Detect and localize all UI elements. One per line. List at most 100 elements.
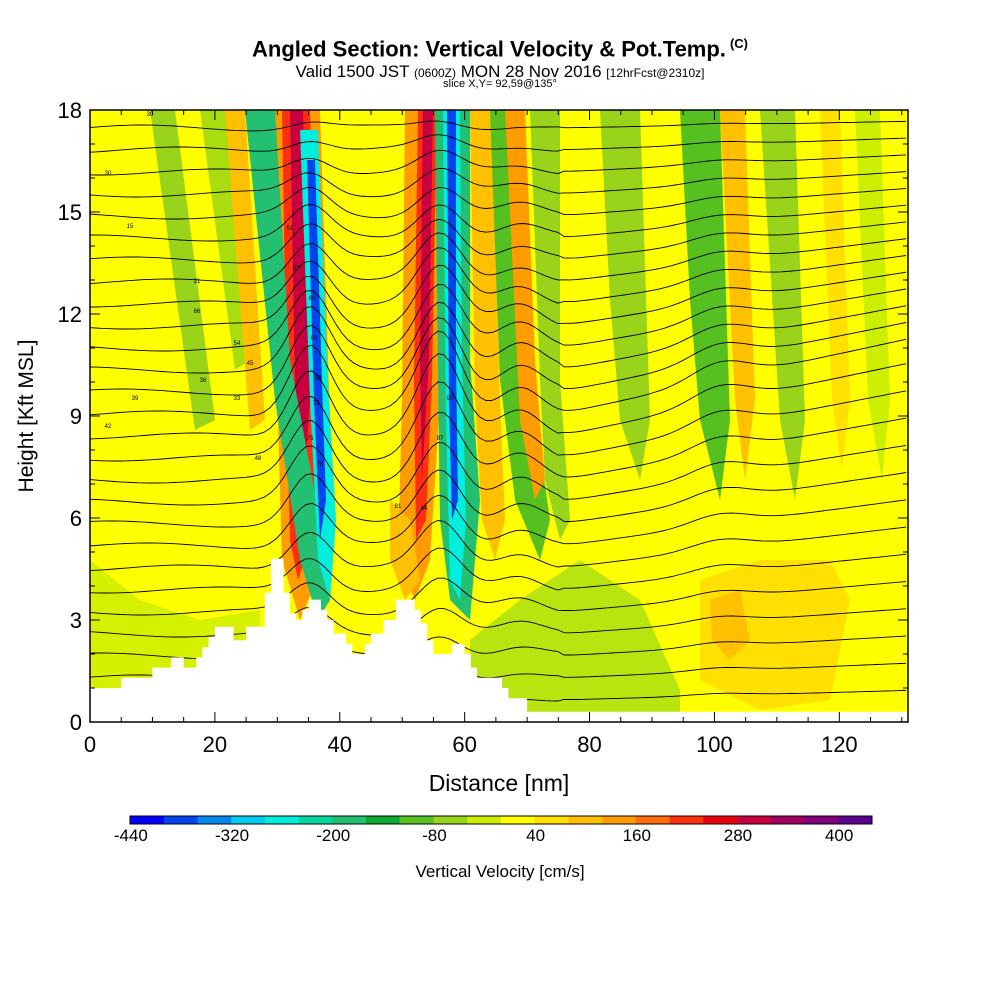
theta-label: 90: [447, 396, 454, 402]
slice-label: slice X,Y= 92,59@135°: [443, 78, 557, 90]
theta-contour: [90, 81, 906, 87]
x-tick-label: 100: [696, 732, 733, 757]
theta-label: 33: [234, 396, 241, 402]
colorbar-swatch: [197, 816, 232, 824]
velocity-field: [90, 110, 908, 722]
colorbar-tick-label: -200: [316, 826, 351, 845]
theta-contour: [90, 301, 907, 374]
colorbar-swatch: [669, 816, 704, 824]
theta-label: 84: [421, 506, 428, 512]
green-band-r3: [760, 110, 805, 500]
colorbar-tick-label: 400: [824, 826, 854, 845]
theta-contour: [90, 102, 906, 109]
orange-band-r4: [820, 110, 850, 470]
y-tick-label: 9: [70, 404, 82, 429]
theta-contour: [90, 412, 907, 484]
y-tick-label: 3: [70, 608, 82, 633]
colorbar-swatch: [635, 816, 671, 824]
theta-contour: [90, 442, 907, 506]
theta-contour: [90, 547, 907, 594]
colorbar-swatch: [838, 816, 873, 824]
theta-label: 30: [147, 112, 154, 118]
colorbar-swatch: [130, 816, 165, 824]
theta-label: 75: [307, 436, 314, 442]
green-band-r2: [680, 110, 730, 500]
valid-date: MON 28 Nov 2016: [460, 62, 602, 81]
y-axis-label: Height [Kft MSL]: [15, 340, 38, 493]
theta-label: 63: [311, 336, 318, 342]
theta-contour: [90, 381, 907, 462]
theta-label: 48: [255, 456, 262, 462]
colorbar-swatch: [568, 816, 603, 824]
colorbar-tick-label: -80: [422, 826, 447, 845]
colorbar-swatch: [264, 816, 300, 824]
chart-subtitle: Valid 1500 JST (0600Z) MON 28 Nov 2016 […: [0, 62, 1000, 82]
theta-contour: [90, 203, 907, 242]
field-upper-left-orange: [225, 110, 265, 430]
x-tick-label: 20: [203, 732, 227, 757]
colorbar-swatch: [332, 816, 367, 824]
colorbar-swatch: [804, 816, 839, 824]
y-tick-label: 6: [70, 506, 82, 531]
theta-contour: [90, 317, 907, 396]
theta-label: 30: [105, 171, 112, 177]
theta-label: 69: [315, 376, 322, 382]
x-tick-label: 0: [84, 732, 96, 757]
updraft-band-3: [470, 110, 505, 560]
orange-lowlevel-left: [390, 500, 420, 600]
theta-label: 54: [234, 341, 241, 347]
colorbar-tick-label: 160: [622, 826, 651, 845]
colorbar-swatch: [366, 816, 401, 824]
field-right-lowlevel-green: [470, 560, 680, 722]
theta-contour-labels: 30 30 15 21 66 54 45 36 33 39 42 48 51 57 60 63 69 72 75 78…: [105, 112, 454, 512]
orange-lowlevel-right-core: [710, 590, 750, 660]
theta-label: 60: [309, 296, 316, 302]
theta-label: 15: [127, 224, 134, 230]
theta-label: 81: [395, 504, 402, 510]
colorbar-swatch: [703, 816, 738, 824]
colorbar-swatch: [467, 816, 502, 824]
colorbar-swatch: [501, 816, 536, 824]
colorbar-frame: [129, 815, 873, 825]
theta-contour: [90, 469, 907, 528]
x-tick-label: 120: [821, 732, 858, 757]
colorbar-swatch: [298, 816, 333, 824]
theta-label: 39: [132, 396, 139, 402]
theta-contour: [90, 134, 907, 153]
x-axis-label: Distance [nm]: [429, 770, 570, 796]
downdraft-band-1-outer: [245, 110, 330, 620]
x-tick-label: 80: [577, 732, 601, 757]
x-tick-label: 60: [452, 732, 476, 757]
theta-label: 45: [247, 361, 254, 367]
theta-label: 72: [313, 401, 320, 407]
colorbar-label: Vertical Velocity [cm/s]: [415, 862, 585, 881]
theta-contour: [90, 353, 907, 440]
colorbar-swatch: [399, 816, 434, 824]
theta-contour: [90, 264, 907, 330]
colorbar-tick-label: 280: [723, 826, 753, 845]
theta-label: 78: [317, 462, 324, 468]
theta-contour: [90, 168, 907, 198]
y-tick-label: 18: [58, 98, 82, 123]
forecast-label: [12hrFcst@2310z]: [606, 66, 705, 80]
chart-title: Angled Section: Vertical Velocity & Pot.…: [0, 36, 1000, 62]
colorbar-tick-label: -320: [215, 826, 250, 845]
y-tick-label: 12: [58, 302, 82, 327]
terrain-mask: [90, 558, 908, 722]
colorbar-tick-label: 40: [526, 826, 546, 845]
theta-contour: [90, 247, 907, 308]
colorbar-swatch: [770, 816, 805, 824]
colorbar-swatch: [737, 816, 772, 824]
colorbar-swatch: [163, 816, 198, 824]
theta-contour: [90, 330, 907, 417]
theta-contours: [90, 81, 907, 703]
copyright-mark: (C): [729, 36, 748, 51]
valid-zulu: (0600Z): [413, 66, 456, 80]
theta-contour: [90, 577, 907, 616]
colorbar: [129, 815, 873, 825]
theta-contour: [90, 232, 907, 285]
theta-contour: [90, 120, 907, 132]
y-tick-label: 15: [58, 200, 82, 225]
